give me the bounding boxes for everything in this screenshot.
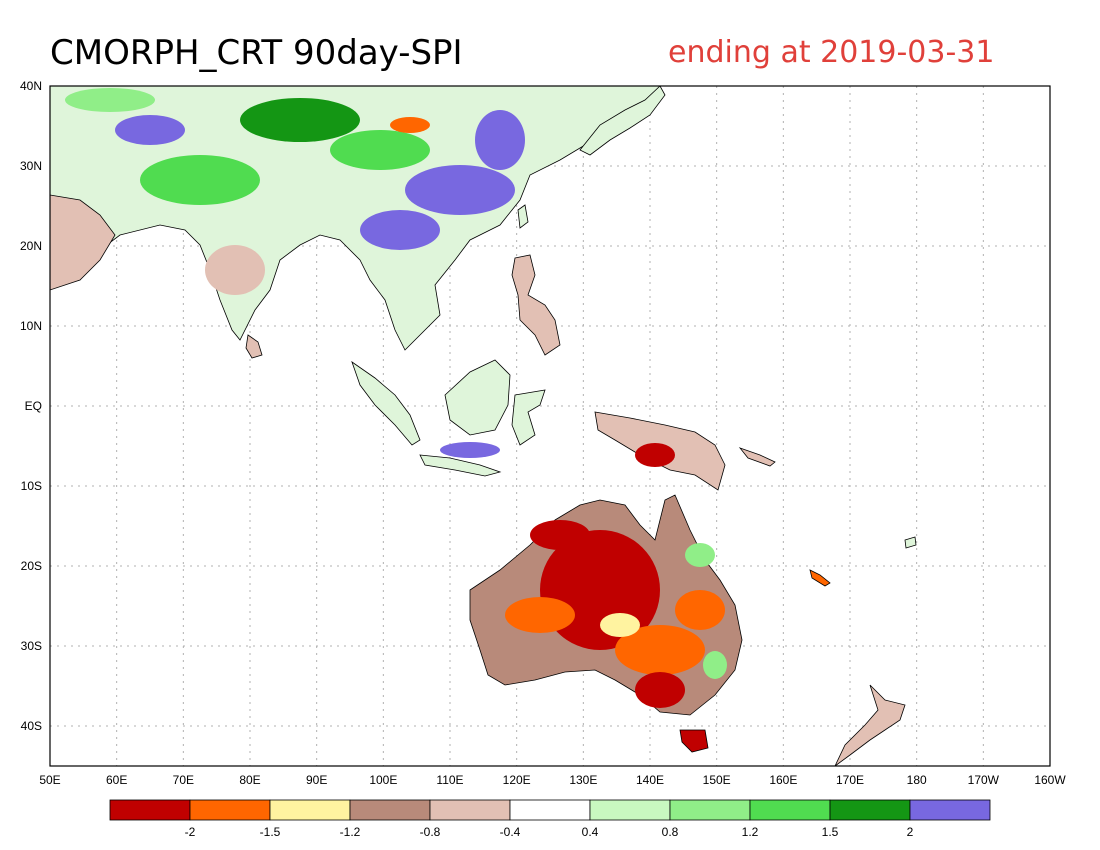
taiwan xyxy=(517,204,529,229)
spi-wet-region xyxy=(360,210,440,250)
spi-wet-region xyxy=(140,155,260,205)
x-tick-label: 130E xyxy=(569,773,597,787)
spi-wet-region xyxy=(115,115,185,145)
colorbar-label: -1.5 xyxy=(260,825,281,839)
colorbar-label: -0.4 xyxy=(500,825,521,839)
colorbar-swatch xyxy=(589,799,671,821)
spi-dry-region xyxy=(505,597,575,633)
fiji-islands xyxy=(904,536,917,549)
colorbar-swatch xyxy=(349,799,431,821)
spi-dry-region xyxy=(205,245,265,295)
colorbar-label: 1.2 xyxy=(742,825,759,839)
spi-wet-region xyxy=(703,651,727,679)
japan xyxy=(579,85,666,156)
x-tick-label: 150E xyxy=(703,773,731,787)
x-tick-label: 170E xyxy=(836,773,864,787)
map-frame xyxy=(49,85,1051,767)
spi-dry-region xyxy=(390,117,430,133)
x-tick-label: 70E xyxy=(173,773,194,787)
y-tick-label: 40S xyxy=(21,719,42,733)
spi-dry-region xyxy=(600,613,640,637)
x-tick-label: 100E xyxy=(369,773,397,787)
x-tick-label: 180 xyxy=(907,773,927,787)
new-zealand xyxy=(834,684,906,767)
spi-dry-region xyxy=(615,625,705,675)
y-tick-label: 20S xyxy=(21,559,42,573)
map-title: CMORPH_CRT 90day-SPI xyxy=(50,33,463,73)
colorbar-label: -0.8 xyxy=(420,825,441,839)
spi-dry-region xyxy=(635,443,675,467)
x-tick-label: 160W xyxy=(1034,773,1066,787)
spi-wet-region xyxy=(330,130,430,170)
spi-wet-region xyxy=(440,442,500,458)
x-tick-label: 170W xyxy=(968,773,1000,787)
y-tick-label: EQ xyxy=(25,399,42,413)
colorbar-swatch xyxy=(909,799,991,821)
x-tick-label: 50E xyxy=(39,773,60,787)
tasmania xyxy=(679,729,709,753)
arabia-land xyxy=(49,194,116,291)
spi-wet-region xyxy=(65,88,155,112)
colorbar-swatch xyxy=(669,799,751,821)
new-caledonia xyxy=(809,569,831,587)
x-tick-label: 120E xyxy=(503,773,531,787)
borneo xyxy=(444,359,511,436)
colorbar-swatch xyxy=(269,799,351,821)
x-tick-label: 140E xyxy=(636,773,664,787)
spi-shading xyxy=(65,88,727,708)
y-tick-label: 20N xyxy=(20,239,42,253)
spi-wet-region xyxy=(240,98,360,142)
colorbar-swatch xyxy=(189,799,271,821)
spi-dry-region xyxy=(635,672,685,708)
colorbar-label: 1.5 xyxy=(822,825,839,839)
x-tick-label: 110E xyxy=(436,773,463,787)
x-tick-label: 60E xyxy=(106,773,127,787)
y-tick-label: 10S xyxy=(21,479,42,493)
colorbar-label: -2 xyxy=(185,825,196,839)
colorbar-swatch xyxy=(829,799,911,821)
colorbar-swatch xyxy=(749,799,831,821)
philippines xyxy=(511,254,561,356)
java xyxy=(419,454,502,477)
colorbar-label: -1.2 xyxy=(340,825,361,839)
y-tick-label: 30S xyxy=(21,639,42,653)
x-tick-label: 90E xyxy=(306,773,327,787)
sri-lanka xyxy=(245,334,263,359)
sumatra xyxy=(351,360,421,446)
y-tick-label: 10N xyxy=(20,319,42,333)
colorbar-label: 0.4 xyxy=(582,825,599,839)
map-subtitle: ending at 2019-03-31 xyxy=(668,35,994,70)
colorbar-label: 2 xyxy=(907,825,914,839)
y-tick-label: 30N xyxy=(20,159,42,173)
solomon-islands xyxy=(738,447,776,467)
colorbar-label: 0.8 xyxy=(662,825,679,839)
y-tick-label: 40N xyxy=(20,79,42,93)
spi-dry-region xyxy=(530,520,590,550)
colorbar-swatch xyxy=(429,799,511,821)
y-axis-ticks: 40N 30N 20N 10N EQ 10S 20S 30S 40S xyxy=(20,79,42,733)
x-tick-label: 80E xyxy=(239,773,260,787)
spi-dry-region xyxy=(675,590,725,630)
x-tick-label: 160E xyxy=(769,773,797,787)
x-axis-ticks: 50E 60E 70E 80E 90E 100E 110E 120E 130E 140E 150E 1… xyxy=(39,773,1066,787)
sulawesi xyxy=(511,389,546,446)
spi-wet-region xyxy=(475,110,525,170)
spi-wet-region xyxy=(685,543,715,567)
colorbar-swatch xyxy=(509,799,591,821)
spi-wet-region xyxy=(405,165,515,215)
colorbar-swatch xyxy=(109,799,191,821)
colorbar: -2 -1.5 -1.2 -0.8 -0.4 0.4 0.8 1.2 1.5 2 xyxy=(109,799,991,839)
